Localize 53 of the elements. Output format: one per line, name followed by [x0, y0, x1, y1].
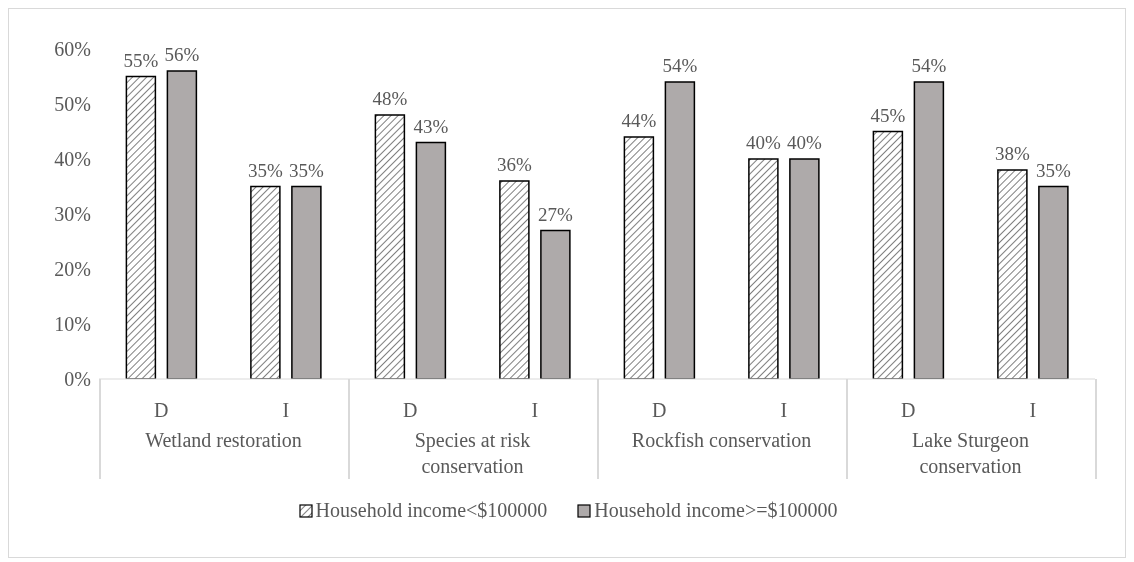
data-label: 38% [994, 143, 1030, 164]
data-label: 43% [413, 115, 449, 137]
bar [166, 70, 198, 379]
data-label: 40% [745, 132, 781, 153]
bar [913, 81, 945, 379]
y-tick-label: 50% [54, 93, 91, 116]
bar [997, 169, 1028, 379]
legend-label: Household income<$100000 [315, 499, 548, 522]
data-label: 56% [164, 44, 200, 65]
bar [374, 114, 406, 379]
bar [125, 75, 157, 379]
text: Lake Sturgeon conservation [911, 428, 1030, 479]
bar [872, 130, 904, 379]
x-tick-label: I [531, 399, 539, 422]
data-label: 54% [662, 55, 698, 76]
bar [664, 81, 696, 379]
y-tick-label: 30% [54, 203, 91, 226]
x-tick-label: D [652, 399, 667, 422]
x-tick-label: D [901, 399, 916, 422]
data-label: 35% [288, 159, 324, 181]
data-label: 55% [123, 49, 159, 71]
bar [1038, 185, 1069, 379]
x-tick-label: D [403, 399, 418, 422]
bar [499, 180, 530, 379]
y-tick-label: 20% [54, 258, 91, 281]
data-label: 48% [372, 88, 408, 109]
data-label: 36% [496, 154, 532, 175]
data-label: 40% [786, 132, 822, 153]
text: Species at risk conservation [413, 428, 532, 479]
x-tick-label: I [282, 399, 290, 422]
data-label: 45% [870, 104, 906, 126]
x-tick-label: D [154, 399, 169, 422]
bar [540, 229, 571, 379]
bar [748, 158, 779, 379]
data-label: 35% [247, 159, 283, 181]
bar [789, 158, 820, 379]
x-tick-label: I [1029, 399, 1037, 422]
bar [623, 136, 655, 379]
y-tick-label: 60% [54, 38, 91, 61]
bar [250, 185, 281, 379]
y-tick-label: 40% [54, 148, 91, 171]
text: Wetland restoration [144, 428, 303, 453]
y-tick-label: 10% [54, 313, 91, 336]
data-label: 54% [911, 55, 947, 76]
x-tick-label: I [780, 399, 788, 422]
y-tick-label: 0% [64, 368, 91, 391]
data-label: 27% [537, 203, 573, 225]
bar [415, 141, 447, 379]
text: Rockfish conservation [630, 428, 813, 453]
data-label: 35% [1035, 159, 1071, 181]
legend-label: Household income>=$100000 [594, 499, 838, 522]
data-label: 44% [621, 110, 657, 131]
bar [291, 185, 322, 379]
